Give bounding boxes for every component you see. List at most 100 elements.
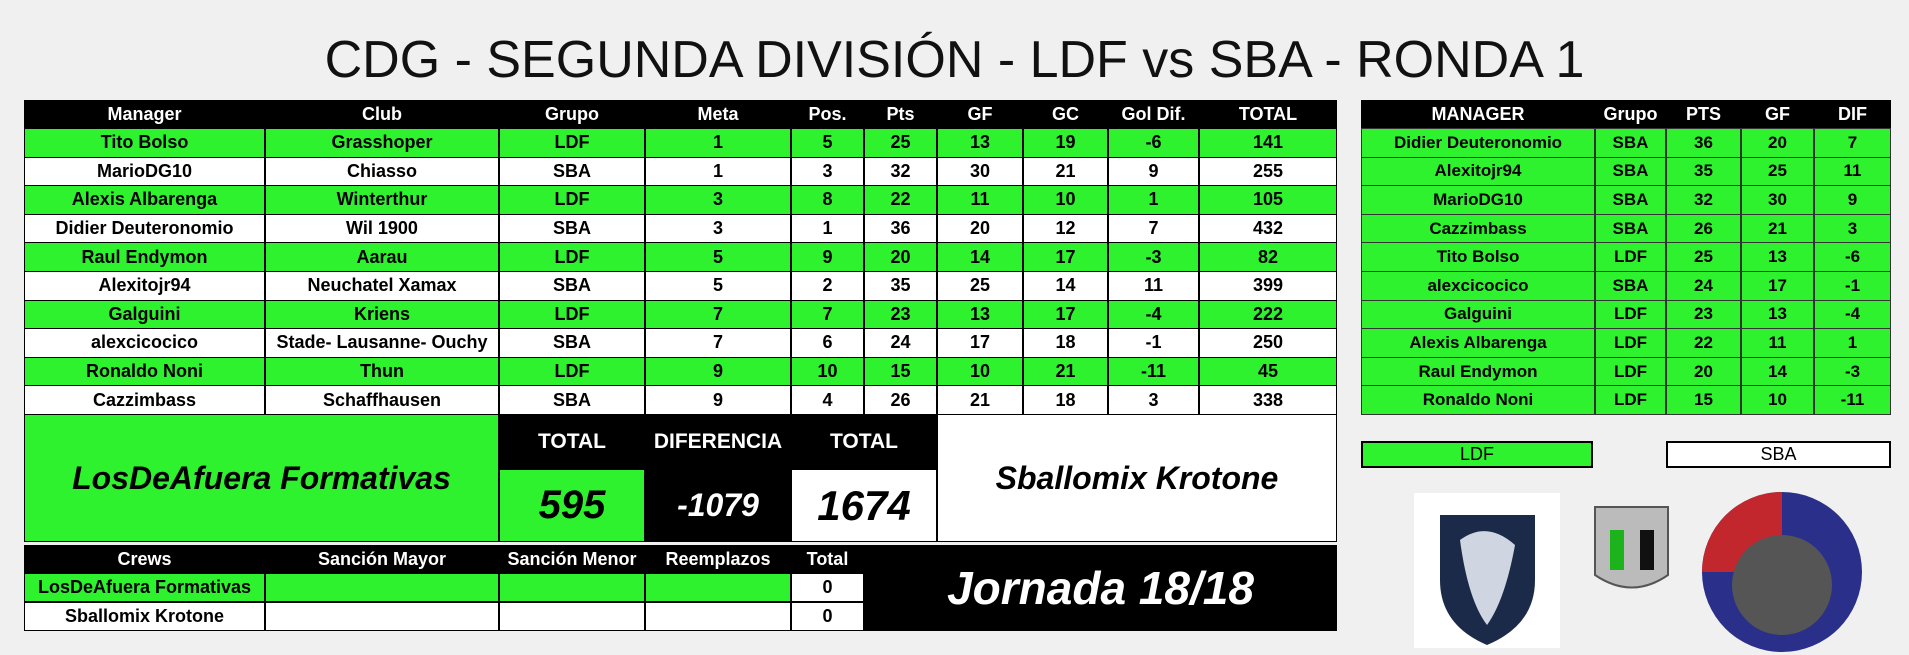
- standings-cell: SBA: [1595, 271, 1666, 301]
- sba-logo: [1702, 492, 1862, 652]
- main-cell: 45: [1199, 356, 1337, 387]
- main-cell: 21: [1023, 356, 1108, 387]
- main-cell: Chiasso: [265, 156, 499, 187]
- main-cell: 17: [1023, 299, 1108, 330]
- main-cell: 13: [937, 128, 1023, 158]
- team-left: LosDeAfuera Formativas: [24, 414, 499, 542]
- main-cell: Grasshoper: [265, 128, 499, 158]
- standings-cell: SBA: [1595, 185, 1666, 215]
- main-header-cell: Manager: [24, 100, 265, 128]
- standings-header-cell: PTS: [1666, 100, 1741, 128]
- standings-cell: 21: [1741, 213, 1814, 244]
- main-cell: 19: [1023, 128, 1108, 158]
- standings-cell: Raul Endymon: [1361, 356, 1595, 387]
- standings-cell: 20: [1741, 128, 1814, 158]
- main-cell: 10: [937, 356, 1023, 387]
- main-cell: 9: [645, 356, 791, 387]
- main-cell: 9: [1108, 156, 1199, 187]
- standings-cell: 25: [1741, 156, 1814, 187]
- team-right: Sballomix Krotone: [937, 414, 1337, 542]
- main-cell: 6: [791, 328, 864, 358]
- main-cell: -11: [1108, 356, 1199, 387]
- standings-cell: -3: [1814, 356, 1891, 387]
- standings-header-cell: DIF: [1814, 100, 1891, 128]
- main-cell: 222: [1199, 299, 1337, 330]
- standings-cell: 13: [1741, 242, 1814, 272]
- main-cell: -1: [1108, 328, 1199, 358]
- standings-cell: 25: [1666, 242, 1741, 272]
- main-header-cell: Grupo: [499, 100, 645, 128]
- crew-cell: [265, 602, 499, 631]
- main-cell: -6: [1108, 128, 1199, 158]
- main-cell: 82: [1199, 242, 1337, 272]
- main-cell: Galguini: [24, 299, 265, 330]
- main-cell: Tito Bolso: [24, 128, 265, 158]
- standings-cell: Tito Bolso: [1361, 242, 1595, 272]
- main-cell: SBA: [499, 328, 645, 358]
- main-cell: Raul Endymon: [24, 242, 265, 272]
- main-cell: Kriens: [265, 299, 499, 330]
- standings-cell: -4: [1814, 299, 1891, 330]
- standings-cell: MarioDG10: [1361, 185, 1595, 215]
- main-cell: 3: [791, 156, 864, 187]
- main-cell: Winterthur: [265, 185, 499, 215]
- crews-header-cell: Reemplazos: [645, 545, 791, 573]
- main-header-cell: Pos.: [791, 100, 864, 128]
- sba-logo-red: [1702, 492, 1782, 572]
- crew-cell: [265, 573, 499, 602]
- standings-cell: Alexitojr94: [1361, 156, 1595, 187]
- standings-cell: LDF: [1595, 299, 1666, 330]
- standings-cell: 26: [1666, 213, 1741, 244]
- main-cell: 25: [937, 271, 1023, 301]
- main-cell: Cazzimbass: [24, 385, 265, 415]
- main-cell: 141: [1199, 128, 1337, 158]
- main-cell: 13: [937, 299, 1023, 330]
- main-cell: Didier Deuteronomio: [24, 213, 265, 244]
- main-cell: 10: [791, 356, 864, 387]
- crews-header-cell: Sanción Menor: [499, 545, 645, 573]
- standings-cell: 30: [1741, 185, 1814, 215]
- main-cell: 30: [937, 156, 1023, 187]
- difference-label: DIFERENCIA: [645, 414, 791, 469]
- standings-cell: 11: [1741, 328, 1814, 358]
- total-left-label: TOTAL: [499, 414, 645, 469]
- main-cell: LDF: [499, 128, 645, 158]
- standings-cell: -6: [1814, 242, 1891, 272]
- main-cell: alexcicocico: [24, 328, 265, 358]
- main-cell: Alexis Albarenga: [24, 185, 265, 215]
- crew-cell: [499, 602, 645, 631]
- main-cell: SBA: [499, 385, 645, 415]
- main-cell: 12: [1023, 213, 1108, 244]
- standings-cell: SBA: [1595, 213, 1666, 244]
- standings-cell: Didier Deuteronomio: [1361, 128, 1595, 158]
- crew-name: LosDeAfuera Formativas: [24, 573, 265, 602]
- standings-cell: LDF: [1595, 356, 1666, 387]
- main-cell: 20: [864, 242, 937, 272]
- main-cell: 7: [645, 328, 791, 358]
- main-header-cell: TOTAL: [1199, 100, 1337, 128]
- main-cell: 1: [645, 128, 791, 158]
- standings-cell: 22: [1666, 328, 1741, 358]
- crew-cell: [499, 573, 645, 602]
- main-cell: LDF: [499, 299, 645, 330]
- crew-cell: [645, 602, 791, 631]
- total-right: 1674: [791, 469, 937, 542]
- standings-cell: 17: [1741, 271, 1814, 301]
- main-cell: 399: [1199, 271, 1337, 301]
- main-cell: 1: [645, 156, 791, 187]
- standings-cell: 10: [1741, 385, 1814, 415]
- main-cell: SBA: [499, 156, 645, 187]
- main-cell: 15: [864, 356, 937, 387]
- page-title: CDG - SEGUNDA DIVISIÓN - LDF vs SBA - RO…: [324, 31, 1585, 89]
- crew-name: Sballomix Krotone: [24, 602, 265, 631]
- standings-cell: alexcicocico: [1361, 271, 1595, 301]
- standings-cell: 9: [1814, 185, 1891, 215]
- main-cell: 5: [645, 242, 791, 272]
- standings-header-cell: GF: [1741, 100, 1814, 128]
- standings-cell: LDF: [1595, 385, 1666, 415]
- main-cell: 23: [864, 299, 937, 330]
- main-cell: Ronaldo Noni: [24, 356, 265, 387]
- main-cell: 7: [645, 299, 791, 330]
- main-cell: 9: [645, 385, 791, 415]
